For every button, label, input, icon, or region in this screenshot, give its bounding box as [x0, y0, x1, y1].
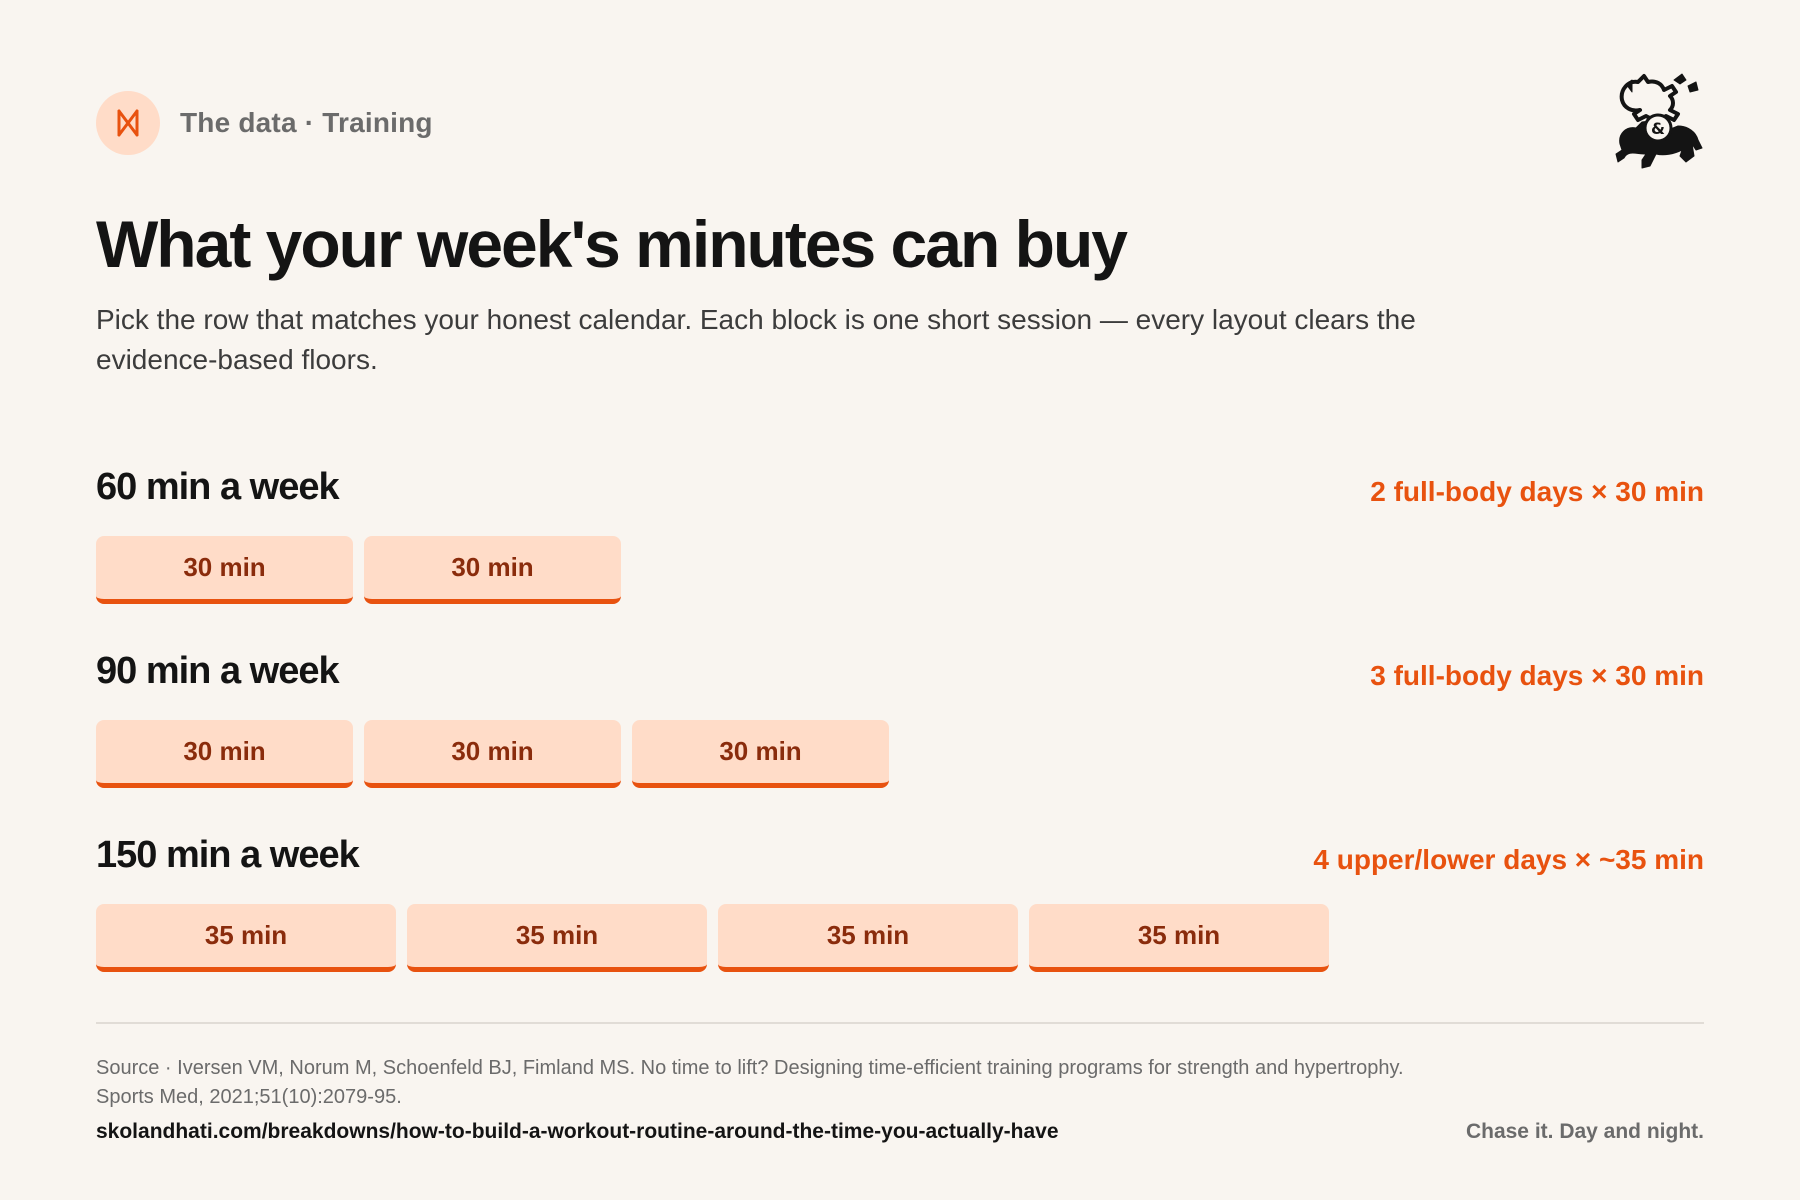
svg-text:&: &: [1651, 119, 1665, 138]
tier-summary: 2 full-body days × 30 min: [1370, 476, 1704, 507]
tier-90-min: 90 min a week 3 full-body days × 30 min …: [96, 650, 1704, 788]
logo-icon: [96, 91, 160, 155]
tier-label: 90 min a week: [96, 650, 340, 692]
session-block: 30 min: [632, 720, 889, 788]
session-blocks: 30 min 30 min: [96, 536, 621, 604]
session-blocks: 30 min 30 min 30 min: [96, 720, 889, 788]
session-block: 35 min: [1029, 904, 1329, 972]
source-url[interactable]: skolandhati.com/breakdowns/how-to-build-…: [96, 1120, 1059, 1143]
footer-divider: [96, 1022, 1704, 1024]
session-block: 30 min: [364, 536, 621, 604]
tier-summary: 3 full-body days × 30 min: [1370, 660, 1704, 691]
tier-150-min: 150 min a week 4 upper/lower days × ~35 …: [96, 834, 1704, 972]
session-block: 30 min: [96, 720, 353, 788]
brand-emblem-icon: &: [1615, 73, 1703, 169]
tier-label: 60 min a week: [96, 466, 340, 508]
page-title: What your week's minutes can buy: [96, 207, 1128, 281]
tier-header: 150 min a week 4 upper/lower days × ~35 …: [96, 834, 1704, 894]
tagline: Chase it. Day and night.: [1465, 1120, 1704, 1143]
session-block: 30 min: [96, 536, 353, 604]
session-block: 35 min: [96, 904, 396, 972]
breadcrumb: The data · Training: [180, 107, 433, 138]
tier-label: 150 min a week: [96, 834, 360, 876]
tier-header: 60 min a week 2 full-body days × 30 min: [96, 466, 1704, 526]
tier-header: 90 min a week 3 full-body days × 30 min: [96, 650, 1704, 710]
source-citation: Source · Iversen VM, Norum M, Schoenfeld…: [96, 1057, 1404, 1108]
session-block: 35 min: [718, 904, 1018, 972]
hourglass-bowtie-icon: [117, 109, 139, 137]
header: The data · Training: [96, 90, 433, 156]
session-blocks: 35 min 35 min 35 min 35 min: [96, 904, 1329, 972]
tier-summary: 4 upper/lower days × ~35 min: [1313, 844, 1704, 875]
tier-60-min: 60 min a week 2 full-body days × 30 min …: [96, 466, 1704, 604]
session-block: 30 min: [364, 720, 621, 788]
page-subtitle: Pick the row that matches your honest ca…: [96, 304, 1416, 375]
page: The data · Training & What your week's m…: [96, 0, 1704, 1200]
session-block: 35 min: [407, 904, 707, 972]
